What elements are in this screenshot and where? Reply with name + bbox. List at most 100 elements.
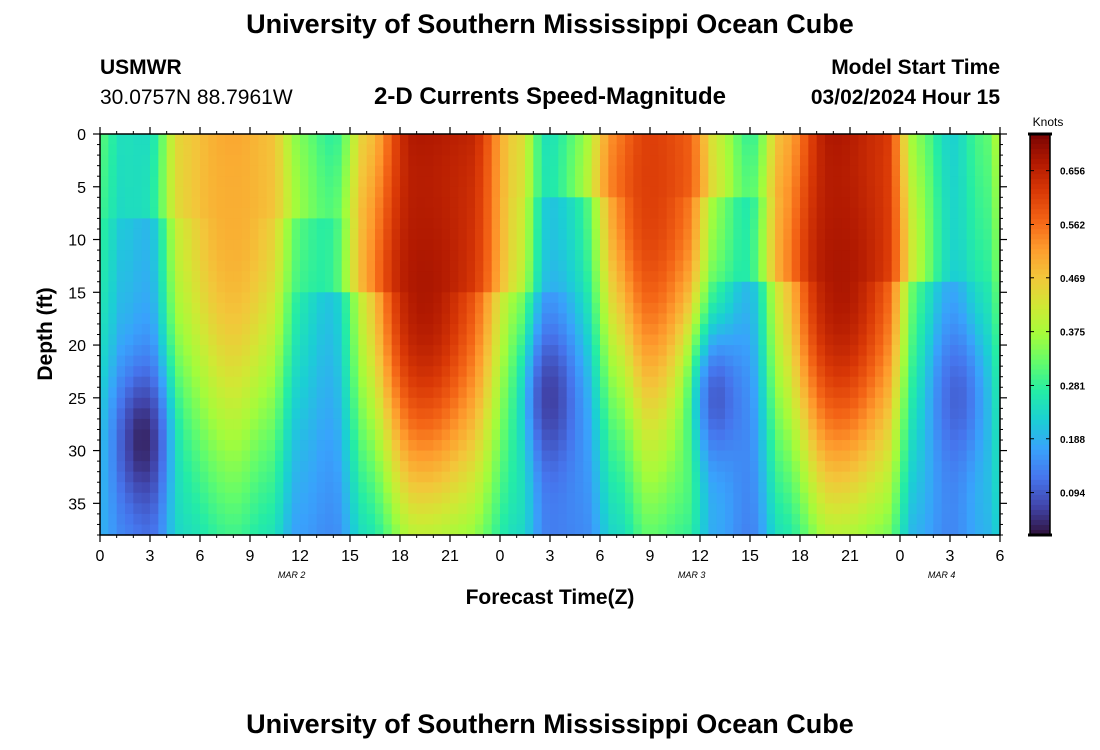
heatmap-cell [175,355,184,367]
heatmap-cell [275,418,284,431]
heatmap-cell [166,197,176,209]
heatmap-cell [383,323,393,336]
heatmap-cell [475,429,484,441]
heatmap-cell [358,397,368,409]
heatmap-cell [991,397,1001,409]
heatmap-cell [416,513,426,526]
heatmap-cell [525,218,534,230]
heatmap-cell [683,271,693,283]
heatmap-cell [750,366,759,378]
heatmap-cell [450,292,459,304]
heatmap-cell [666,155,676,167]
heatmap-cell [916,503,926,515]
heatmap-cell [541,408,551,420]
heatmap-cell [866,397,876,409]
heatmap-cell [316,492,326,504]
heatmap-cell [841,524,851,536]
heatmap-cell [458,292,468,304]
heatmap-cell [833,228,843,241]
heatmap-cell [100,376,109,388]
heatmap-cell [666,397,676,409]
heatmap-cell [241,155,251,167]
heatmap-cell [375,260,384,272]
heatmap-cell [366,461,376,473]
heatmap-cell [383,144,393,156]
heatmap-cell [433,345,443,357]
heatmap-cell [591,418,601,431]
heatmap-cell [733,197,743,209]
heatmap-cell [825,492,834,504]
heatmap-cell [300,260,309,272]
heatmap-cell [450,260,459,272]
y-tick-label: 30 [68,444,86,461]
heatmap-cell [775,239,784,251]
heatmap-cell [408,250,418,262]
heatmap-cell [750,218,759,230]
heatmap-cell [783,323,793,336]
heatmap-cell [725,239,734,251]
heatmap-cell [200,366,209,378]
heatmap-cell [733,239,743,251]
heatmap-cell [633,292,643,304]
heatmap-cell [258,250,268,262]
heatmap-cell [183,482,193,494]
heatmap-cell [791,461,801,473]
heatmap-cell [708,376,718,388]
heatmap-cell [625,292,634,304]
heatmap-cell [550,165,559,177]
heatmap-cell [558,513,568,526]
heatmap-cell [908,218,918,230]
heatmap-cell [333,313,343,325]
heatmap-cell [383,176,393,188]
heatmap-cell [483,492,493,504]
heatmap-cell [783,228,793,241]
heatmap-cell [958,450,968,462]
heatmap-cell [383,461,393,473]
heatmap-cell [566,513,576,526]
heatmap-cell [691,376,701,388]
heatmap-cell [908,228,918,241]
heatmap-cell [625,387,634,399]
heatmap-cell [825,366,834,378]
heatmap-cell [533,334,543,346]
heatmap-cell [341,134,351,146]
heatmap-cell [400,418,409,431]
heatmap-cell [975,250,984,262]
heatmap-cell [733,376,743,388]
heatmap-cell [283,281,293,293]
heatmap-cell [191,387,201,399]
heatmap-cell [416,503,426,515]
heatmap-cell [341,260,351,272]
heatmap-cell [475,271,484,283]
heatmap-cell [191,134,201,146]
heatmap-cell [491,165,501,177]
heatmap-cell [150,429,159,441]
heatmap-cell [558,482,568,494]
heatmap-cell [325,503,334,515]
heatmap-cell [258,397,268,409]
heatmap-cell [258,429,268,441]
heatmap-cell [758,482,768,494]
colorbar-segment [1030,204,1050,210]
heatmap-cell [883,239,893,251]
heatmap-cell [975,440,984,452]
heatmap-cell [333,503,343,515]
heatmap-cell [208,345,218,357]
heatmap-cell [566,218,576,230]
heatmap-cell [266,418,276,431]
heatmap-cell [616,186,626,198]
heatmap-cell [866,513,876,526]
heatmap-cell [958,397,968,409]
heatmap-cell [175,408,184,420]
heatmap-cell [508,397,518,409]
heatmap-cell [116,513,126,526]
heatmap-cell [433,228,443,241]
heatmap-cell [483,450,493,462]
heatmap-cell [191,197,201,209]
heatmap-cell [408,471,418,483]
heatmap-cell [591,461,601,473]
heatmap-cell [166,323,176,336]
heatmap-cell [533,176,543,188]
heatmap-cell [141,503,151,515]
heatmap-cell [933,503,943,515]
